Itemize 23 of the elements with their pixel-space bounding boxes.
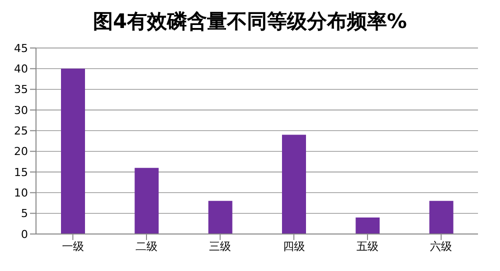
y-tick-label: 0: [21, 228, 28, 241]
bar: [134, 168, 159, 234]
x-tick-label: 二级: [136, 240, 158, 253]
bar: [282, 134, 306, 234]
bar: [61, 68, 85, 234]
y-tick-label: 30: [14, 104, 28, 117]
y-tick-label: 10: [14, 186, 28, 200]
bar: [356, 217, 380, 234]
x-tick-label: 五级: [356, 240, 378, 253]
chart-title: 图4有效磷含量不同等级分布频率%: [92, 8, 408, 35]
y-tick-label: 45: [14, 42, 28, 55]
x-tick-label: 一级: [62, 240, 84, 253]
x-tick-label: 三级: [209, 240, 232, 253]
y-tick-label: 15: [14, 166, 28, 179]
y-tick-label: 5: [21, 207, 28, 220]
y-tick-label: 20: [14, 145, 28, 158]
y-tick-label: 40: [14, 62, 28, 76]
y-tick-label: 35: [14, 83, 28, 96]
x-tick-label: 四级: [282, 240, 305, 253]
y-tick-label: 25: [14, 124, 28, 138]
bar: [429, 200, 454, 234]
bar: [208, 200, 232, 234]
x-tick-label: 六级: [430, 240, 452, 253]
